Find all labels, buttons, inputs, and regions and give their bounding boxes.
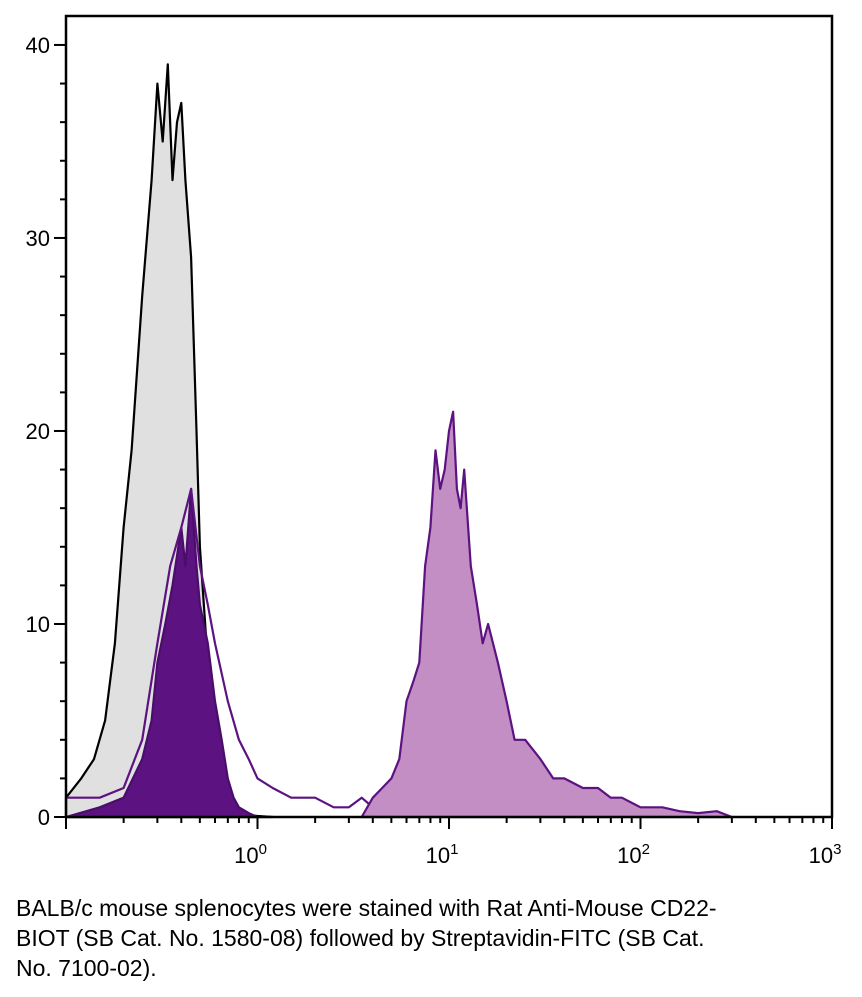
figure-caption: BALB/c mouse splenocytes were stained wi… <box>16 895 717 981</box>
histogram-chart: 0 10 20 30 40 100 101 102 103 <box>26 14 842 868</box>
y-tick-label: 10 <box>26 612 50 637</box>
y-tick-label: 0 <box>38 805 50 830</box>
series-light-purple-fill <box>360 410 733 819</box>
y-tick-label: 40 <box>26 33 50 58</box>
series-purple-outline <box>66 487 384 818</box>
x-tick-label: 100 <box>234 841 267 868</box>
series-layer <box>64 63 733 819</box>
x-tick-label: 103 <box>809 841 842 868</box>
plot-frame <box>64 14 834 819</box>
y-tick-label: 30 <box>26 226 50 251</box>
y-tick-label: 20 <box>26 419 50 444</box>
x-tick-label: 101 <box>426 841 459 868</box>
x-tick-label: 102 <box>617 841 650 868</box>
tick-label-layer: 0 10 20 30 40 100 101 102 103 <box>26 33 842 868</box>
series-dark-purple-fill <box>64 487 259 819</box>
